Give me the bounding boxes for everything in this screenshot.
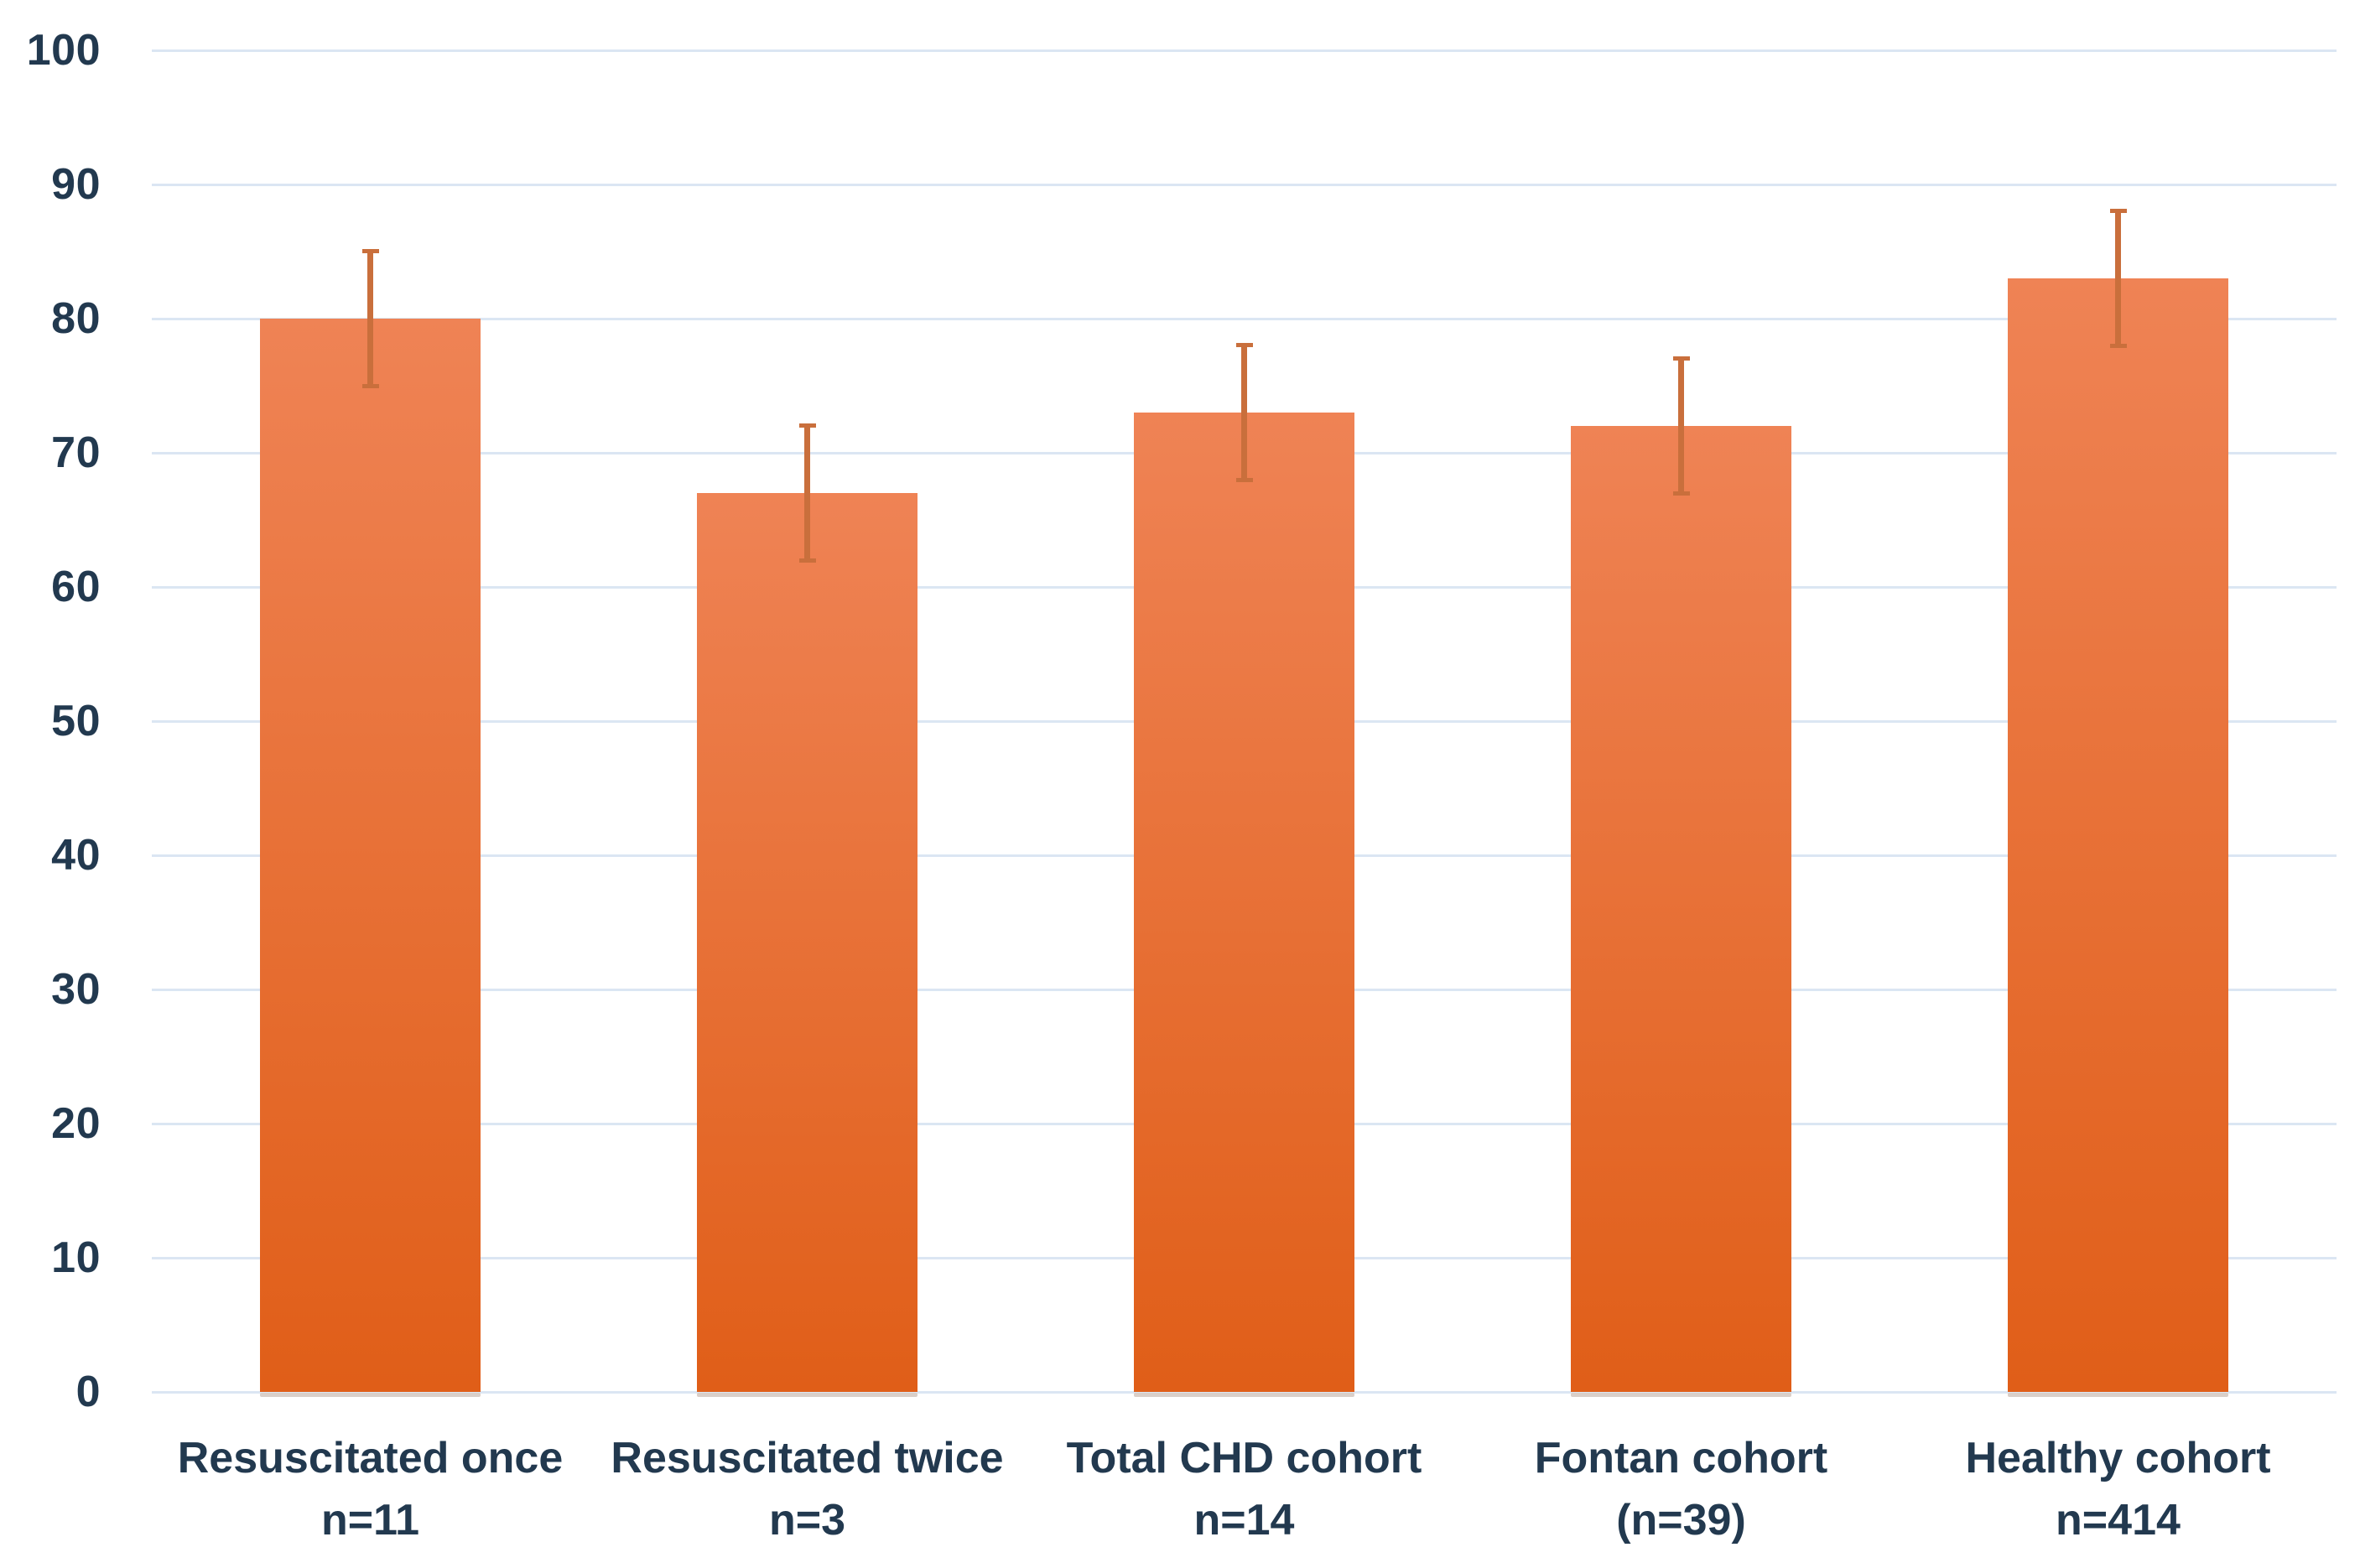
category-label-line2: n=414 — [2056, 1496, 2181, 1545]
error-bar-cap-bottom — [798, 558, 816, 563]
error-bar-cap-top — [1235, 343, 1253, 347]
y-axis-tick-label: 90 — [51, 160, 101, 209]
error-bar-cap-bottom — [1235, 478, 1253, 482]
category-label-line2: (n=39) — [1616, 1496, 1746, 1545]
category-label-line2: n=11 — [320, 1496, 420, 1545]
error-bar-cap-top — [2109, 209, 2127, 213]
category-label: Total CHD cohort n=14 — [1026, 1427, 1463, 1551]
y-axis-tick-label: 0 — [75, 1368, 101, 1416]
bar — [697, 493, 917, 1392]
error-bar — [2115, 211, 2121, 345]
error-bar-cap-bottom — [1672, 491, 1690, 496]
category-label-line1: Total CHD cohort — [1066, 1434, 1422, 1482]
plot-area — [152, 49, 2337, 1397]
error-bar-cap-top — [798, 423, 816, 428]
y-axis-tick-label: 10 — [51, 1233, 101, 1282]
bar — [1571, 426, 1791, 1392]
category-label-line1: Resuscitated twice — [611, 1434, 1004, 1482]
y-axis-tick-label: 70 — [51, 428, 101, 477]
bar-bottom-shadow — [1571, 1393, 1791, 1397]
y-axis-tick-label: 60 — [51, 563, 101, 611]
error-bar-cap-bottom — [2109, 344, 2127, 348]
bar — [1134, 413, 1354, 1392]
error-bar — [367, 252, 373, 386]
y-axis-tick-label: 30 — [51, 965, 101, 1014]
y-axis-tick-label: 100 — [26, 26, 101, 75]
category-label: Fontan cohort (n=39) — [1463, 1427, 1900, 1551]
bar-bottom-shadow — [2008, 1393, 2228, 1397]
category-label: Resuscitated twice n=3 — [589, 1427, 1026, 1551]
bar-bottom-shadow — [697, 1393, 917, 1397]
category-label: Healthy cohort n=414 — [1900, 1427, 2337, 1551]
category-label-line1: Healthy cohort — [1965, 1434, 2271, 1482]
category-label: Resuscitated once n=11 — [152, 1427, 589, 1551]
bar-bottom-shadow — [1134, 1393, 1354, 1397]
error-bar — [1678, 359, 1684, 493]
error-bar-cap-bottom — [361, 384, 379, 388]
y-axis-tick-label: 20 — [51, 1099, 101, 1148]
gridline — [152, 49, 2337, 52]
category-label-line1: Resuscitated once — [177, 1434, 564, 1482]
bar — [2008, 278, 2228, 1392]
y-axis-tick-label: 40 — [51, 831, 101, 880]
category-label-line2: n=14 — [1193, 1496, 1295, 1545]
bar — [260, 319, 481, 1392]
error-bar-cap-top — [1672, 356, 1690, 361]
y-axis-tick-label: 50 — [51, 697, 101, 745]
category-label-line1: Fontan cohort — [1534, 1434, 1828, 1482]
error-bar — [804, 426, 810, 560]
error-bar-cap-top — [361, 249, 379, 253]
error-bar — [1241, 345, 1247, 480]
gridline — [152, 183, 2337, 186]
bar-bottom-shadow — [260, 1393, 481, 1397]
y-axis-tick-label: 80 — [51, 294, 101, 343]
x-axis-labels: Resuscitated once n=11 Resuscitated twice n… — [152, 1427, 2337, 1561]
y-axis: 0 10 20 30 40 50 60 70 80 90 100 — [0, 26, 101, 1416]
category-label-line2: n=3 — [768, 1496, 846, 1545]
